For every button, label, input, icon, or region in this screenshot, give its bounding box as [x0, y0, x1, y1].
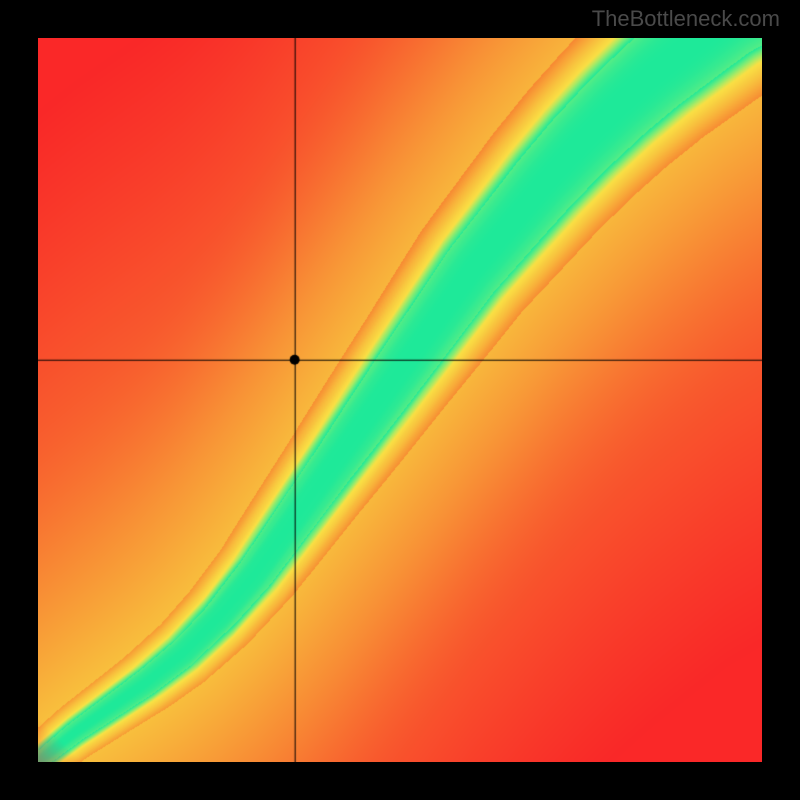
watermark-text: TheBottleneck.com — [592, 6, 780, 32]
bottleneck-heatmap — [38, 38, 762, 762]
chart-container: TheBottleneck.com — [0, 0, 800, 800]
